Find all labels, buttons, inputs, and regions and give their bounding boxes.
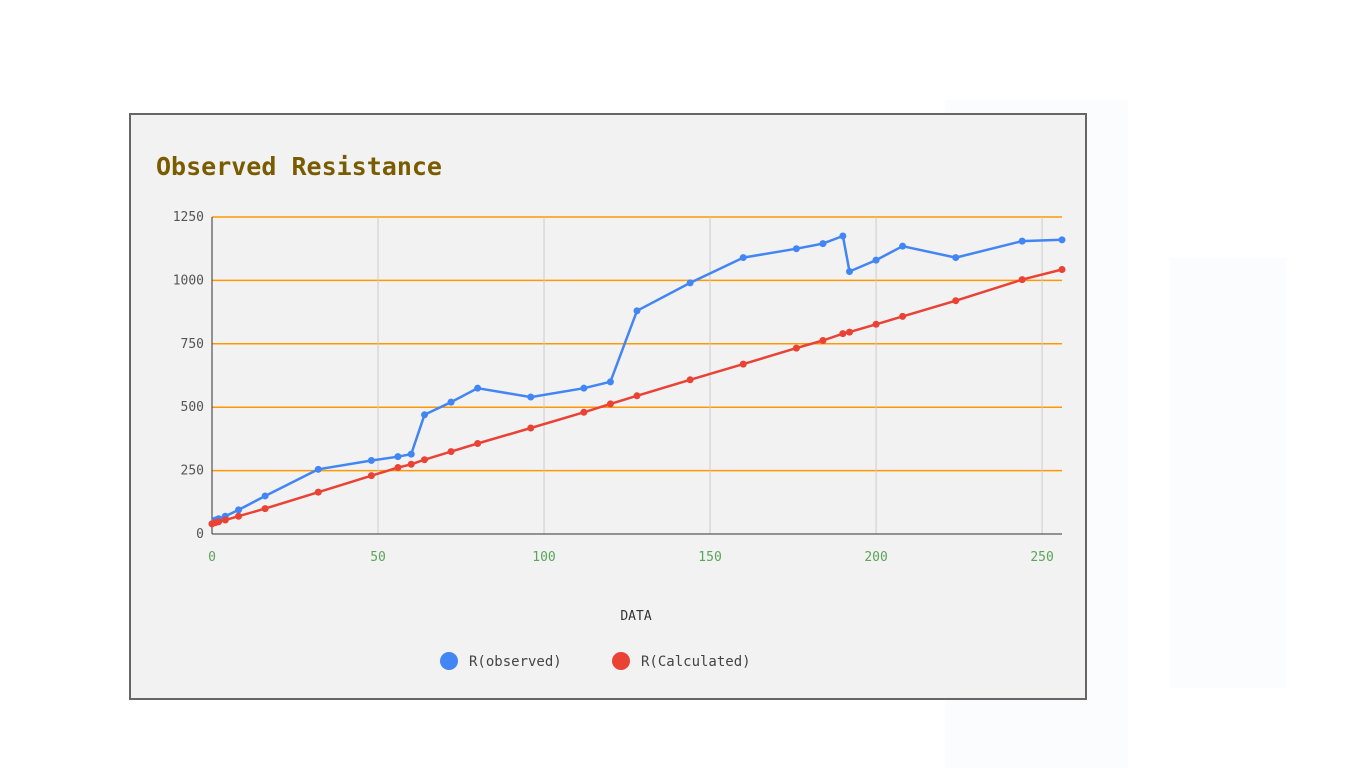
data-point-calculated: [792, 344, 800, 352]
axis-layer: [211, 217, 1062, 535]
legend-item-calculated[interactable]: R(Calculated): [612, 652, 751, 670]
data-point-calculated: [367, 472, 375, 480]
data-point-calculated: [1018, 276, 1026, 284]
x-tick-label: 50: [370, 550, 386, 565]
chart-title: Observed Resistance: [156, 152, 442, 181]
data-point-observed: [792, 245, 800, 253]
data-point-observed: [261, 492, 269, 500]
x-tick-label: 250: [1030, 550, 1053, 565]
legend-item-observed[interactable]: R(observed): [440, 652, 562, 670]
data-point-calculated: [839, 330, 847, 338]
data-point-observed: [447, 398, 455, 406]
y-tick-label: 1250: [173, 210, 204, 225]
data-point-calculated: [846, 328, 853, 336]
x-tick-label: 0: [208, 550, 216, 565]
data-point-observed: [952, 254, 960, 262]
legend-marker-observed: [440, 652, 458, 670]
data-point-observed: [474, 384, 482, 392]
data-point-observed: [421, 411, 428, 419]
data-point-calculated: [606, 400, 614, 408]
data-point-observed: [819, 240, 827, 248]
x-tick-label: 100: [532, 550, 555, 565]
series-layer: [208, 232, 1066, 528]
data-point-calculated: [686, 376, 694, 384]
x-tick-labels: 0 50 100 150 200 250: [208, 550, 1054, 565]
data-point-observed: [633, 307, 641, 315]
x-axis-label: DATA: [620, 609, 651, 624]
data-point-observed: [527, 393, 535, 401]
data-point-observed: [235, 506, 243, 514]
data-point-calculated: [633, 392, 641, 400]
series-line-calculated: [211, 268, 1063, 526]
data-point-calculated: [394, 464, 402, 472]
x-tick-label: 200: [864, 550, 887, 565]
y-tick-label: 0: [196, 527, 204, 542]
background-panel: [1170, 258, 1286, 688]
x-tick-label: 150: [698, 550, 721, 565]
data-point-calculated: [421, 456, 428, 464]
y-tick-label: 1000: [173, 273, 204, 288]
data-point-observed: [407, 450, 415, 458]
y-tick-label: 750: [181, 337, 204, 352]
data-point-observed: [739, 254, 747, 262]
data-point-calculated: [474, 439, 482, 447]
data-point-observed: [872, 256, 880, 264]
legend-label-calculated: R(Calculated): [641, 654, 751, 670]
data-point-calculated: [899, 312, 907, 320]
data-point-observed: [394, 453, 402, 461]
data-point-observed: [314, 465, 322, 473]
data-point-observed: [606, 378, 614, 386]
data-point-observed: [367, 456, 375, 464]
data-point-calculated: [221, 516, 229, 524]
data-point-calculated: [527, 424, 535, 432]
data-point-calculated: [739, 360, 747, 368]
chart-container: Observed Resistance 0 250 500 750 1000 1250 0…: [129, 113, 1087, 700]
data-point-observed: [686, 279, 694, 287]
data-point-calculated: [235, 512, 243, 520]
grid-layer: [212, 216, 1062, 534]
data-point-observed: [899, 242, 907, 250]
data-point-calculated: [819, 337, 827, 345]
data-point-calculated: [872, 320, 880, 328]
data-point-calculated: [215, 518, 223, 526]
series-line-observed: [211, 234, 1063, 525]
legend-marker-calculated: [612, 652, 630, 670]
data-point-observed: [839, 232, 847, 240]
legend-label-observed: R(observed): [469, 654, 562, 670]
data-point-calculated: [952, 297, 960, 305]
data-point-observed: [1058, 236, 1066, 244]
data-point-calculated: [261, 505, 269, 513]
legend: R(observed) R(Calculated): [440, 652, 751, 670]
data-point-calculated: [1058, 265, 1066, 273]
data-point-calculated: [580, 408, 588, 416]
data-point-calculated: [447, 448, 455, 456]
data-point-observed: [846, 268, 853, 276]
data-point-calculated: [407, 460, 415, 468]
data-point-observed: [1018, 237, 1026, 245]
y-tick-label: 500: [181, 400, 204, 415]
data-point-observed: [580, 384, 588, 392]
y-tick-label: 250: [181, 464, 204, 479]
data-point-calculated: [314, 488, 322, 496]
y-tick-labels: 0 250 500 750 1000 1250: [173, 210, 204, 542]
